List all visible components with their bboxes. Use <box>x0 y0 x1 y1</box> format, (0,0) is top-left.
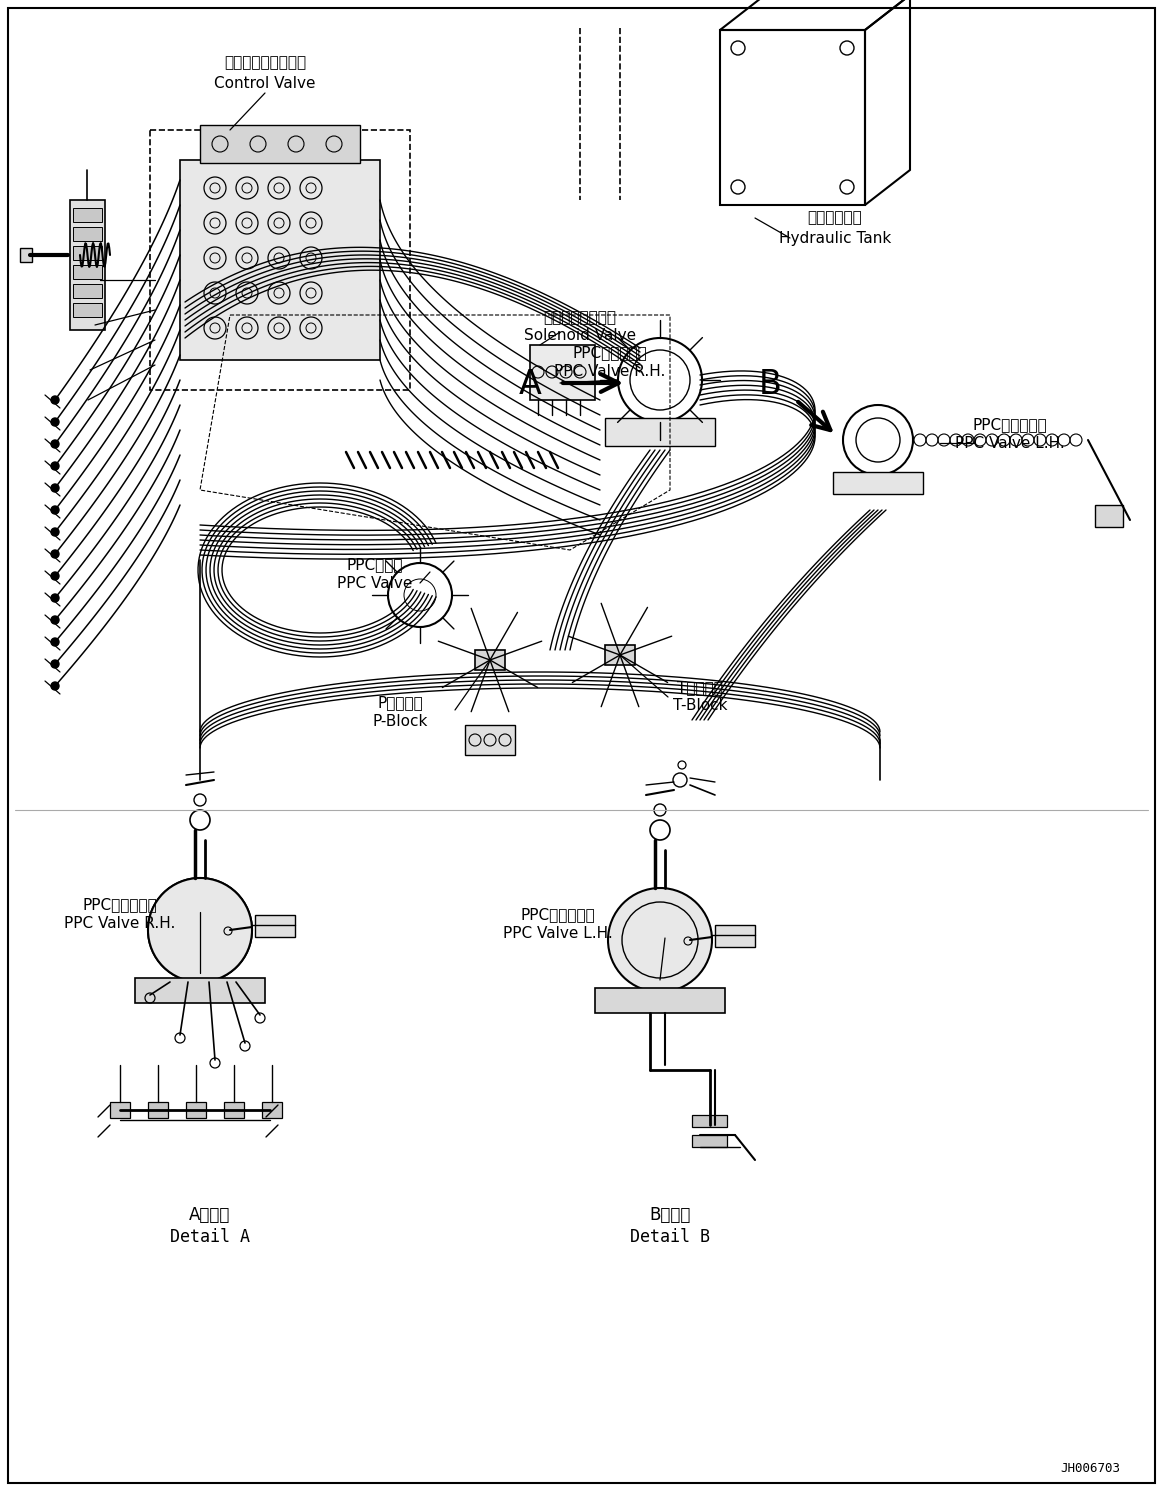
Bar <box>135 978 265 1003</box>
Bar <box>73 209 102 222</box>
Circle shape <box>51 462 59 470</box>
Circle shape <box>51 550 59 558</box>
Text: ソレノイドバルブ: ソレノイドバルブ <box>543 310 616 325</box>
Text: PPC Valve R.H.: PPC Valve R.H. <box>555 364 665 379</box>
Text: PPC Valve: PPC Valve <box>337 576 413 590</box>
Text: Hydraulic Tank: Hydraulic Tank <box>779 231 891 246</box>
Text: PPCバルブ　右: PPCバルブ 右 <box>83 898 157 912</box>
Text: PPCバルブ　左: PPCバルブ 左 <box>972 417 1048 432</box>
Bar <box>73 303 102 318</box>
Bar <box>20 248 33 262</box>
Text: Detail B: Detail B <box>630 1229 709 1246</box>
Bar <box>720 30 865 204</box>
Bar <box>73 283 102 298</box>
Text: Control Valve: Control Valve <box>214 76 315 91</box>
Circle shape <box>51 505 59 514</box>
Bar <box>180 160 380 359</box>
Bar <box>224 1102 244 1118</box>
Bar <box>605 417 715 446</box>
Circle shape <box>51 573 59 580</box>
Bar <box>605 646 635 665</box>
Text: PPCバルブ　右: PPCバルブ 右 <box>572 346 648 361</box>
Text: JH006703: JH006703 <box>1059 1461 1120 1475</box>
Bar <box>595 989 725 1012</box>
Text: T-Block: T-Block <box>672 698 727 714</box>
Bar <box>73 227 102 242</box>
Text: PPCバルブ: PPCバルブ <box>347 558 404 573</box>
Bar <box>833 473 923 494</box>
Bar <box>465 725 515 754</box>
Text: Solenoid Valve: Solenoid Valve <box>525 328 636 343</box>
Bar <box>150 130 411 391</box>
Bar <box>530 344 595 400</box>
Circle shape <box>51 616 59 625</box>
Circle shape <box>608 889 712 992</box>
Circle shape <box>51 397 59 404</box>
Bar <box>262 1102 281 1118</box>
Text: PPC Valve L.H.: PPC Valve L.H. <box>504 926 613 941</box>
Text: A　詳細: A 詳細 <box>190 1206 230 1224</box>
Text: コントロールバルブ: コントロールバルブ <box>224 55 306 70</box>
Bar <box>186 1102 206 1118</box>
Bar <box>148 1102 167 1118</box>
Bar <box>692 1115 727 1127</box>
Circle shape <box>51 638 59 646</box>
Bar <box>255 915 295 936</box>
Bar <box>70 200 105 330</box>
Bar <box>110 1102 130 1118</box>
Circle shape <box>51 681 59 690</box>
Circle shape <box>51 485 59 492</box>
Text: 作動油タンク: 作動油タンク <box>807 210 863 225</box>
Circle shape <box>51 528 59 535</box>
Bar <box>200 125 361 163</box>
Text: Detail A: Detail A <box>170 1229 250 1246</box>
Bar <box>1096 505 1123 526</box>
Bar <box>73 265 102 279</box>
Text: Tブロック: Tブロック <box>677 680 723 695</box>
Text: PPCバルブ　左: PPCバルブ 左 <box>521 908 595 923</box>
Text: PPC Valve R.H.: PPC Valve R.H. <box>64 915 176 930</box>
Text: B　詳細: B 詳細 <box>649 1206 691 1224</box>
Bar <box>475 650 505 669</box>
Text: Pブロック: Pブロック <box>377 695 423 711</box>
Bar <box>715 924 755 947</box>
Bar <box>692 1135 727 1147</box>
Circle shape <box>51 593 59 602</box>
Text: B: B <box>758 368 782 401</box>
Bar <box>73 246 102 259</box>
Text: A: A <box>519 368 542 401</box>
Circle shape <box>148 878 252 983</box>
Text: P-Block: P-Block <box>372 714 428 729</box>
Text: PPC Valve L.H.: PPC Valve L.H. <box>955 435 1065 450</box>
Circle shape <box>51 440 59 447</box>
Circle shape <box>51 417 59 426</box>
Circle shape <box>51 661 59 668</box>
